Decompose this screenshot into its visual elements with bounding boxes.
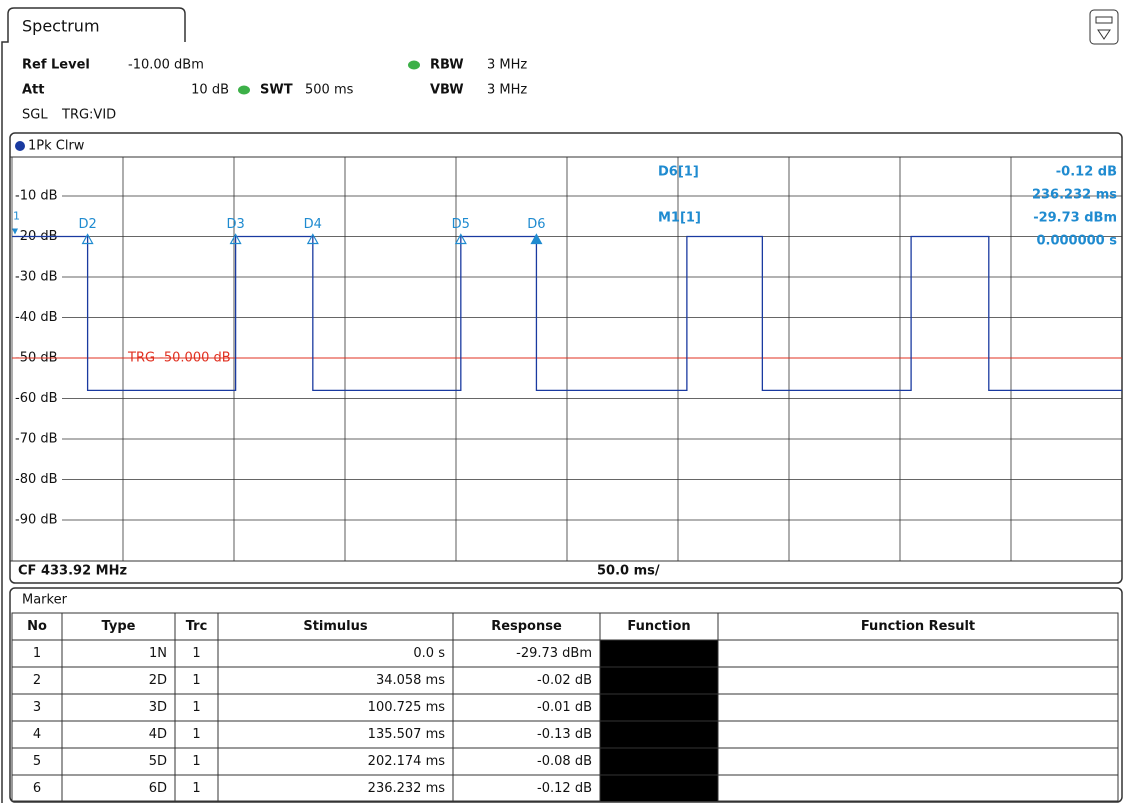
marker (306, 233, 319, 245)
label: RBW (430, 58, 464, 73)
tab-title[interactable]: Spectrum (22, 17, 100, 36)
marker-label: D5 (452, 217, 470, 232)
column-header: Trc (186, 619, 208, 634)
table-cell: 1 (192, 754, 200, 769)
status-dot (238, 85, 250, 95)
table-cell: 1 (192, 646, 200, 661)
table-cell: -29.73 dBm (516, 646, 592, 661)
table-cell: 1 (192, 727, 200, 742)
label: VBW (430, 83, 464, 98)
trace-dot (15, 141, 25, 151)
table-cell: 2D (149, 673, 167, 688)
value: 10 dB (191, 83, 229, 98)
value: 3 MHz (487, 58, 527, 73)
marker (530, 233, 543, 245)
marker-label: D3 (226, 217, 244, 232)
value: 500 ms (305, 83, 354, 98)
column-header: Response (491, 619, 562, 634)
marker-label: 1 (13, 210, 20, 223)
y-tick-label: -80 dB (15, 472, 58, 487)
marker-info-name: M1[1] (658, 211, 701, 226)
table-cell: 3D (149, 700, 167, 715)
table-cell: 236.232 ms (368, 781, 446, 796)
marker-info-name: D6[1] (658, 165, 699, 180)
table-cell: 2 (33, 673, 41, 688)
y-tick-label: -60 dB (15, 391, 58, 406)
span-per-div: 50.0 ms/ (597, 564, 660, 579)
table-cell: -0.13 dB (537, 727, 592, 742)
trace (12, 235, 1122, 392)
value: 3 MHz (487, 83, 527, 98)
label: TRG:VID (61, 108, 116, 123)
table-cell: 6 (33, 781, 41, 796)
y-tick-label: -30 dB (15, 270, 58, 285)
column-header: Function Result (861, 619, 975, 634)
column-header: Function (627, 619, 690, 634)
table-title: Marker (22, 593, 68, 608)
status-dot (408, 60, 420, 70)
marker-info-value: -29.73 dBm (1033, 211, 1117, 226)
marker-info-value: -0.12 dB (1056, 165, 1117, 180)
table-cell: 202.174 ms (368, 754, 446, 769)
table-cell: 1 (192, 700, 200, 715)
marker-label: D4 (304, 217, 322, 232)
table-cell: 0.0 s (413, 646, 445, 661)
icon-part (1097, 29, 1111, 40)
marker (81, 233, 94, 245)
table-cell: 100.725 ms (368, 700, 446, 715)
label: SGL (22, 108, 48, 123)
y-tick-label: -10 dB (15, 189, 58, 204)
table-cell: 1 (33, 646, 41, 661)
column-header: Type (102, 619, 136, 634)
center-freq: CF 433.92 MHz (18, 564, 127, 579)
y-tick-label: -90 dB (15, 513, 58, 528)
marker-info-value: 236.232 ms (1032, 188, 1117, 203)
legend-entry: 1Pk Clrw (28, 139, 85, 154)
trigger-label: TRG -50.000 dB (127, 351, 231, 366)
table-cell: -0.12 dB (537, 781, 592, 796)
table-cell: 1 (192, 673, 200, 688)
y-tick-label: -40 dB (15, 310, 58, 325)
table-cell: 135.507 ms (368, 727, 446, 742)
marker-label: D6 (527, 217, 545, 232)
table-cell: 5 (33, 754, 41, 769)
table-cell: 34.058 ms (376, 673, 445, 688)
table-cell: -0.08 dB (537, 754, 592, 769)
table-cell: 4 (33, 727, 41, 742)
column-header: Stimulus (303, 619, 368, 634)
table-cell: 6D (149, 781, 167, 796)
table-cell: 3 (33, 700, 41, 715)
marker-frame (9, 587, 1123, 803)
menu-icon[interactable] (1089, 9, 1119, 45)
table-frame (11, 612, 1119, 802)
table-cell: 1N (149, 646, 167, 661)
table-cell: 5D (149, 754, 167, 769)
icon-part (1095, 16, 1113, 24)
table-cell: -0.01 dB (537, 700, 592, 715)
table-cell: 4D (149, 727, 167, 742)
tab-frame (1, 7, 186, 803)
label: Att (22, 83, 45, 98)
label: Ref Level (22, 58, 90, 73)
label: SWT (260, 83, 293, 98)
marker (229, 233, 242, 245)
column-header: No (27, 619, 47, 634)
value: -10.00 dBm (128, 58, 204, 73)
marker (12, 228, 18, 235)
marker (454, 233, 467, 245)
table-cell: -0.02 dB (537, 673, 592, 688)
table-cell: 1 (192, 781, 200, 796)
y-tick-label: -70 dB (15, 432, 58, 447)
marker-label: D2 (78, 217, 96, 232)
marker-info-value: 0.000000 s (1036, 234, 1117, 249)
